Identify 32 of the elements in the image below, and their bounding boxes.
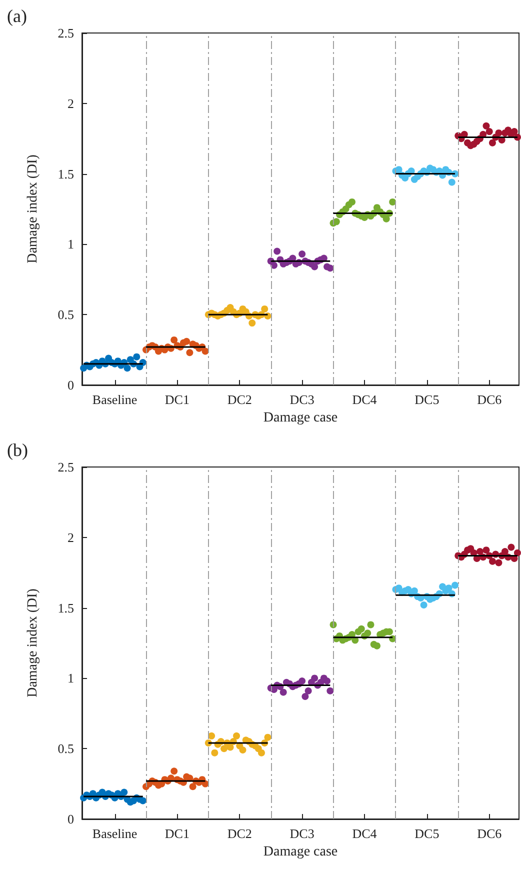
x-axis-title: Damage case (263, 844, 338, 860)
x-tick-label: Baseline (92, 392, 138, 407)
x-tick-label: DC5 (414, 392, 440, 407)
y-tick-label: 1.5 (58, 600, 74, 616)
chart-title: (a) (7, 6, 27, 26)
x-tick-label: DC1 (164, 826, 190, 841)
x-tick-label: DC3 (290, 392, 314, 407)
x-tick-label: DC5 (414, 826, 440, 841)
x-tick-label: DC1 (164, 392, 190, 407)
x-tick-label: DC3 (290, 826, 314, 841)
x-axis-title: Damage case (263, 410, 338, 426)
y-axis-title: Damage index (DI) (26, 154, 40, 264)
y-tick-label: 0 (68, 812, 74, 826)
y-tick-label: 2.5 (58, 460, 74, 474)
x-tick-label: Baseline (92, 826, 138, 841)
chart-title: (b) (7, 440, 28, 460)
y-tick-label: 1 (68, 670, 74, 686)
y-tick-label: 0.5 (58, 741, 74, 756)
y-axis-title: Damage index (DI) (26, 588, 40, 698)
x-tick-label: DC6 (477, 392, 502, 407)
y-tick-label: 0 (68, 378, 74, 392)
y-tick-label: 1.5 (58, 166, 74, 182)
y-tick-label: 2 (68, 96, 74, 111)
y-tick-label: 0.5 (58, 307, 74, 322)
y-tick-label: 1 (68, 236, 74, 252)
x-tick-label: DC2 (227, 826, 252, 841)
y-tick-label: 2.5 (58, 26, 74, 40)
x-tick-label: DC2 (227, 392, 252, 407)
x-tick-label: DC6 (477, 826, 502, 841)
x-tick-label: DC4 (352, 392, 378, 407)
x-tick-label: DC4 (352, 826, 378, 841)
y-tick-label: 2 (68, 530, 74, 545)
